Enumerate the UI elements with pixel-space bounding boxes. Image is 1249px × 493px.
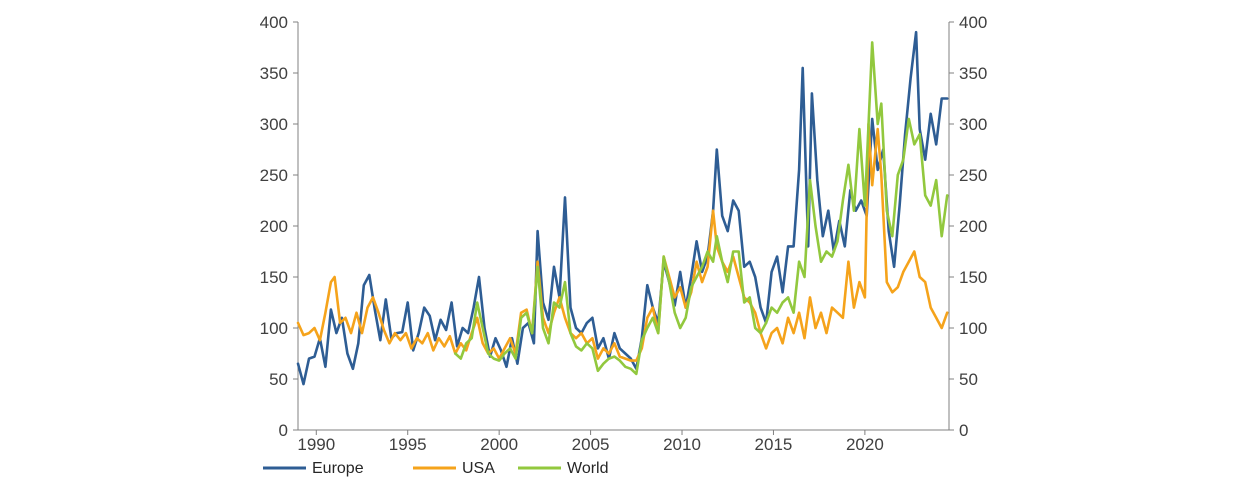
x-tick-label: 2005 bbox=[572, 435, 610, 454]
y-tick-label-right: 100 bbox=[959, 319, 987, 338]
legend-label-world: World bbox=[567, 460, 609, 477]
y-tick-label-right: 250 bbox=[959, 166, 987, 185]
legend-label-usa: USA bbox=[462, 460, 495, 477]
y-tick-label-left: 50 bbox=[269, 370, 288, 389]
y-tick-label-left: 250 bbox=[260, 166, 288, 185]
y-tick-label-right: 350 bbox=[959, 64, 987, 83]
y-tick-label-right: 0 bbox=[959, 421, 968, 440]
y-tick-label-left: 400 bbox=[260, 13, 288, 32]
y-tick-label-right: 200 bbox=[959, 217, 987, 236]
x-tick-label: 2015 bbox=[755, 435, 793, 454]
x-axis: 1990 1995 2000 2005 2010 2015 2020 bbox=[297, 429, 949, 454]
y-tick-label-left: 0 bbox=[279, 421, 288, 440]
series-line-world bbox=[454, 41, 949, 376]
series-line-europe bbox=[296, 30, 949, 386]
y-tick-label-right: 400 bbox=[959, 13, 987, 32]
y-tick-label-right: 300 bbox=[959, 115, 987, 134]
legend-label-europe: Europe bbox=[312, 460, 364, 477]
y-axis-right: 0 50 100 150 200 250 300 350 400 bbox=[948, 13, 987, 440]
x-tick-label: 2020 bbox=[846, 435, 884, 454]
y-tick-label-right: 150 bbox=[959, 268, 987, 287]
series-layer bbox=[296, 30, 949, 386]
series-line-usa bbox=[296, 122, 949, 362]
y-tick-label-left: 300 bbox=[260, 115, 288, 134]
y-tick-label-right: 50 bbox=[959, 370, 978, 389]
y-tick-label-left: 200 bbox=[260, 217, 288, 236]
x-tick-label: 1990 bbox=[297, 435, 335, 454]
y-tick-label-left: 100 bbox=[260, 319, 288, 338]
y-axis-left: 0 50 100 150 200 250 300 350 400 bbox=[260, 13, 299, 440]
y-tick-label-left: 350 bbox=[260, 64, 288, 83]
x-tick-label: 2010 bbox=[663, 435, 701, 454]
x-tick-label: 1995 bbox=[389, 435, 427, 454]
x-tick-label: 2000 bbox=[480, 435, 518, 454]
y-tick-label-left: 150 bbox=[260, 268, 288, 287]
legend: Europe USA World bbox=[263, 460, 609, 477]
